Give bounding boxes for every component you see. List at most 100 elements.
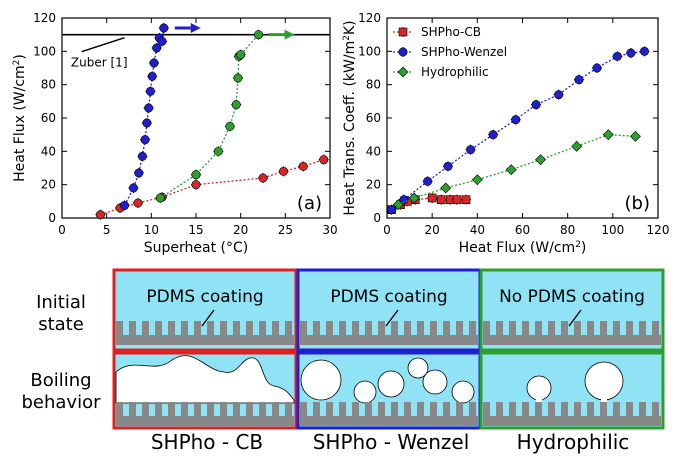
data-point — [279, 166, 289, 176]
data-point — [137, 151, 147, 161]
data-point — [488, 130, 498, 140]
series-line-2 — [398, 134, 636, 206]
data-point — [225, 121, 235, 131]
data-point — [254, 30, 264, 40]
series-line-1 — [123, 27, 165, 206]
bubble — [407, 357, 429, 379]
x-tick-label: 0 — [383, 223, 391, 237]
data-point — [258, 173, 268, 183]
y-tick-label: 0 — [373, 211, 381, 225]
data-point — [443, 161, 453, 171]
series-line-2 — [159, 34, 260, 199]
legend-marker — [397, 66, 409, 78]
data-point — [128, 183, 138, 193]
data-point — [639, 46, 649, 56]
x-axis-label: Heat Flux (W/cm2) — [459, 240, 587, 256]
bubble — [451, 380, 475, 404]
data-point — [535, 154, 546, 166]
y-tick-label: 100 — [33, 44, 56, 58]
data-point — [133, 198, 143, 208]
vapor-film — [115, 355, 295, 404]
x-tick-label: 80 — [560, 223, 575, 237]
substrate — [483, 321, 661, 345]
y-tick-label: 40 — [366, 144, 381, 158]
coating-pointer — [201, 309, 215, 327]
y-tick-label: 80 — [41, 78, 56, 92]
y-tick-label: 80 — [366, 78, 381, 92]
substrate — [116, 321, 294, 345]
arrow-head — [190, 23, 201, 33]
x-tick-label: 60 — [515, 223, 530, 237]
data-point — [157, 36, 167, 46]
data-point — [145, 86, 155, 96]
data-point — [466, 145, 476, 155]
schematic: PDMS coating PDMS coating No PDMS coating — [112, 268, 665, 430]
data-point — [440, 182, 452, 194]
coating-pointer — [568, 309, 582, 327]
coating-pointer — [385, 309, 399, 327]
y-axis-label: Heat Trans. Coeff. (kW/m2K) — [342, 20, 358, 215]
substrate — [483, 402, 661, 426]
data-point — [471, 174, 483, 186]
bubble — [377, 370, 405, 398]
legend-label: Hydrophilic — [421, 65, 489, 79]
legend-marker — [398, 47, 408, 57]
y-tick-label: 120 — [358, 11, 381, 25]
y-tick-label: 20 — [41, 178, 56, 192]
y-tick-label: 20 — [366, 178, 381, 192]
panel-label: (b) — [625, 193, 650, 214]
data-point — [554, 90, 564, 100]
coating-label: PDMS coating — [330, 287, 447, 307]
x-tick-label: 20 — [425, 223, 440, 237]
data-point — [574, 75, 584, 85]
arrow-head — [284, 29, 295, 40]
bubble — [422, 369, 448, 395]
data-point — [436, 195, 446, 204]
x-tick-label: 5 — [103, 223, 111, 237]
x-tick-label: 20 — [233, 223, 248, 237]
y-axis-label: Heat Flux (W/cm2) — [12, 54, 28, 182]
y-tick-label: 0 — [48, 211, 56, 225]
data-point — [95, 210, 105, 220]
data-point — [387, 205, 397, 215]
plot-a: 0 5 10 15 20 25 30 0 20 40 60 80 100 120 Superheat (°C… — [12, 11, 338, 256]
data-point — [191, 170, 201, 180]
data-point — [427, 193, 437, 203]
y-tick-label: 60 — [41, 111, 56, 125]
data-point — [319, 155, 329, 165]
x-tick-label: 15 — [188, 223, 203, 237]
data-point — [213, 146, 223, 156]
x-axis-label: Superheat (°C) — [144, 240, 248, 256]
x-tick-label: 40 — [470, 223, 485, 237]
data-point — [602, 129, 614, 141]
coating-label: No PDMS coating — [499, 287, 645, 307]
data-point — [120, 201, 130, 211]
y-tick-label: 60 — [366, 111, 381, 125]
y-tick-label: 40 — [41, 144, 56, 158]
data-point — [452, 195, 462, 204]
substrate — [300, 402, 478, 426]
panel-border — [479, 268, 665, 352]
panel-border — [112, 351, 298, 430]
legend-label: SHPho-CB — [421, 25, 481, 39]
y-tick-label: 120 — [33, 11, 56, 25]
data-point — [236, 50, 246, 60]
coating-label: PDMS coating — [146, 287, 263, 307]
data-point — [155, 193, 165, 203]
x-tick-label: 120 — [647, 223, 670, 237]
legend-marker — [398, 27, 408, 37]
bubble — [526, 375, 552, 401]
substrate — [116, 402, 294, 426]
x-tick-label: 25 — [278, 223, 293, 237]
data-point — [191, 180, 201, 190]
data-point — [144, 103, 154, 113]
x-tick-label: 30 — [322, 223, 337, 237]
x-tick-label: 0 — [58, 223, 66, 237]
x-tick-label: 10 — [144, 223, 159, 237]
data-point — [159, 23, 169, 33]
zuber-pointer — [81, 37, 125, 53]
bubble — [300, 359, 342, 401]
data-point — [531, 100, 541, 110]
panel-border — [112, 268, 298, 352]
